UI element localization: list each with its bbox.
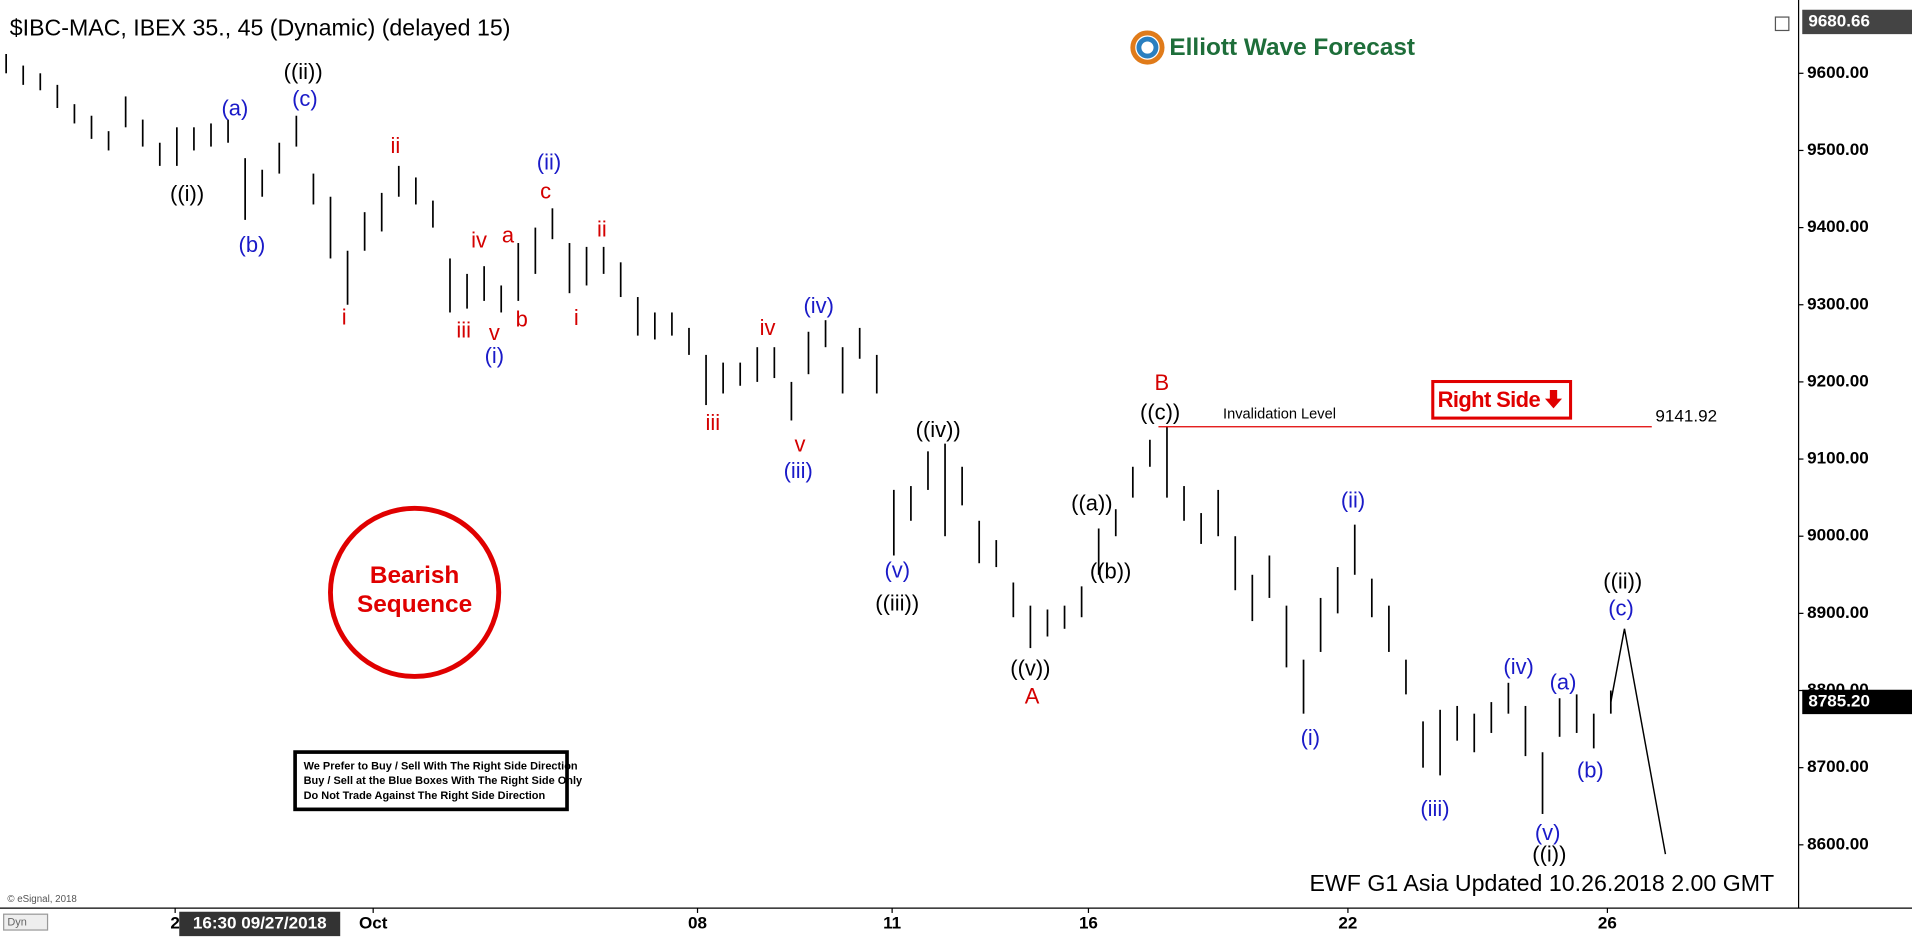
wave-label: ((c)) (1140, 399, 1180, 424)
logo: Elliott Wave Forecast (1130, 30, 1415, 65)
x-tick-label: 11 (883, 913, 901, 932)
dyn-button[interactable] (3, 913, 49, 931)
wave-label: (iii) (1420, 796, 1449, 821)
plot: 8600.008700.008800.008900.009000.009100.… (5, 9, 1912, 937)
wave-label: ((iv)) (916, 417, 961, 442)
x-tick-label: 22 (1338, 913, 1357, 932)
notes-box: We Prefer to Buy / Sell With The Right S… (293, 750, 583, 812)
wave-label: (a) (221, 95, 248, 120)
wave-label: (v) (884, 558, 910, 583)
wave-label: (b) (239, 232, 266, 257)
wave-label: ((v)) (1010, 655, 1050, 680)
y-tick-label: 8900.00 (1807, 603, 1869, 622)
y-tick-label: 9100.00 (1807, 449, 1869, 468)
price-tag (1802, 689, 1912, 715)
note: Do Not Trade Against The Right Side Dire… (304, 790, 546, 802)
badge-circle (328, 505, 502, 679)
wave-label: c (540, 179, 551, 204)
wave-label: ((i)) (170, 181, 204, 206)
note: Buy / Sell at the Blue Boxes With The Ri… (304, 775, 583, 787)
wave-label: v (489, 320, 500, 345)
y-tick-label: 9600.00 (1807, 63, 1869, 82)
price-tag-label: 8785.20 (1808, 691, 1870, 710)
logo-text: Elliott Wave Forecast (1169, 34, 1415, 61)
wave-label: (i) (1301, 725, 1321, 750)
badge-text: Sequence (357, 591, 472, 618)
price-tag-label: 9680.66 (1808, 11, 1870, 30)
price-tag (1802, 9, 1912, 35)
wave-label: iii (706, 410, 721, 435)
wave-label: (ii) (537, 149, 561, 174)
wave-label: B (1155, 370, 1170, 395)
wave-label: (v) (1535, 820, 1561, 845)
x-tick-label: 16 (1079, 913, 1098, 932)
wave-label: (c) (292, 86, 318, 111)
wave-label: ii (390, 133, 400, 158)
projection-line (1610, 628, 1667, 855)
footer: EWF G1 Asia Updated 10.26.2018 2.00 GMT (1309, 870, 1774, 896)
y-tick-label: 9500.00 (1807, 140, 1869, 159)
dyn-label: Dyn (7, 917, 27, 929)
wave-label: ((b)) (1090, 558, 1131, 583)
y-tick-label: 9200.00 (1807, 371, 1869, 390)
window-icon[interactable] (1774, 16, 1790, 32)
invalidation-label: Invalidation Level (1223, 406, 1336, 422)
wave-label: iii (456, 318, 471, 343)
chart-title: $IBC-MAC, IBEX 35., 45 (Dynamic) (delaye… (10, 14, 511, 40)
y-tick-label: 9000.00 (1807, 526, 1869, 545)
wave-label: iv (760, 315, 776, 340)
wave-label: (c) (1608, 595, 1634, 620)
cursor-label: 16:30 09/27/2018 (193, 913, 327, 932)
y-tick-label: 8700.00 (1807, 757, 1869, 776)
wave-label: i (342, 304, 347, 329)
right-side-box: Right Side (1431, 379, 1573, 420)
x-tick-label: Oct (359, 913, 388, 932)
wave-label: a (502, 223, 515, 248)
logo-icon (1130, 30, 1165, 65)
wave-label: (ii) (1341, 487, 1365, 512)
wave-label: (iii) (784, 458, 813, 483)
wave-label: ((a)) (1071, 490, 1112, 515)
wave-label: iv (471, 227, 487, 252)
wave-label: ii (597, 216, 607, 241)
wave-label: v (794, 432, 805, 457)
wave-label: (a) (1550, 669, 1577, 694)
right-side-text: Right Side (1438, 387, 1541, 412)
y-tick-label: 9400.00 (1807, 217, 1869, 236)
wave-label: ((ii)) (1603, 568, 1642, 593)
notes-border (293, 750, 569, 812)
invalidation-value: 9141.92 (1655, 406, 1717, 425)
x-tick-label: 08 (688, 913, 707, 932)
logo-icon-inner (1136, 36, 1159, 59)
wave-label: (iv) (803, 293, 833, 318)
wave-label: (iv) (1503, 654, 1533, 679)
wave-label: ((iii)) (875, 591, 919, 616)
wave-label: (b) (1577, 757, 1604, 782)
badge-text: Bearish (370, 562, 459, 589)
wave-label: ((ii)) (284, 59, 323, 84)
note: We Prefer to Buy / Sell With The Right S… (304, 761, 578, 773)
y-tick-label: 8600.00 (1807, 834, 1869, 853)
down-arrow (1544, 390, 1563, 409)
cursor-box (179, 911, 341, 937)
bearish-badge: Bearish Sequence (328, 505, 502, 679)
wave-label: ((i)) (1532, 841, 1566, 866)
x-tick-label: 26 (1598, 913, 1617, 932)
x-tick-label: 2 (170, 913, 179, 932)
wave-label: i (574, 305, 579, 330)
wave-label: (i) (485, 343, 505, 368)
wave-label: A (1025, 683, 1040, 708)
copyright: © eSignal, 2018 (7, 894, 77, 905)
wave-label: b (516, 307, 528, 332)
y-tick-label: 9300.00 (1807, 294, 1869, 313)
